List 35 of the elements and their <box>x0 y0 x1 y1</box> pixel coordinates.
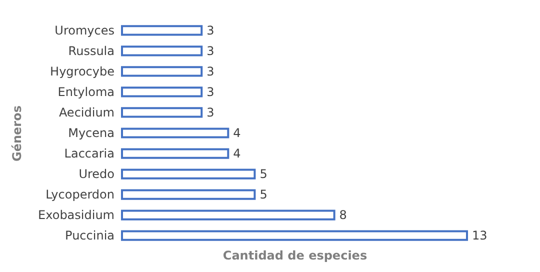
data-label: 3 <box>206 23 214 38</box>
y-tick-label: Mycena <box>68 126 114 140</box>
data-label: 4 <box>233 126 241 140</box>
data-label: 4 <box>233 146 241 161</box>
data-label: 5 <box>260 167 268 182</box>
y-tick-label: Entyloma <box>58 84 114 99</box>
y-tick-label: Uromyces <box>54 23 114 38</box>
y-tick-label: Aecidium <box>58 105 114 120</box>
bar <box>121 210 336 220</box>
bar <box>121 189 256 200</box>
bar <box>121 168 256 180</box>
y-tick-label: Uredo <box>78 167 114 182</box>
bar <box>121 148 230 159</box>
bar <box>121 46 203 56</box>
data-label: 3 <box>206 105 214 120</box>
data-label: 5 <box>260 188 268 202</box>
y-tick-label: Exobasidium <box>38 208 114 222</box>
y-tick-label: Lycoperdon <box>46 188 114 202</box>
bar <box>121 25 203 36</box>
bar <box>121 128 230 138</box>
bar <box>121 66 203 77</box>
y-tick-label: Puccinia <box>65 228 114 243</box>
data-label: 3 <box>206 84 214 99</box>
y-tick-label: Laccaria <box>64 146 114 161</box>
bar <box>121 86 203 98</box>
x-axis-title: Cantidad de especies <box>222 248 368 262</box>
data-label: 13 <box>472 228 488 243</box>
data-label: 8 <box>339 208 347 222</box>
bar <box>121 107 203 118</box>
y-tick-label: Hygrocybe <box>50 64 114 78</box>
data-label: 3 <box>206 44 214 58</box>
bar <box>121 230 468 241</box>
data-label: 3 <box>206 64 214 78</box>
y-tick-label: Russula <box>68 44 114 58</box>
y-axis-title: Géneros <box>10 106 24 162</box>
